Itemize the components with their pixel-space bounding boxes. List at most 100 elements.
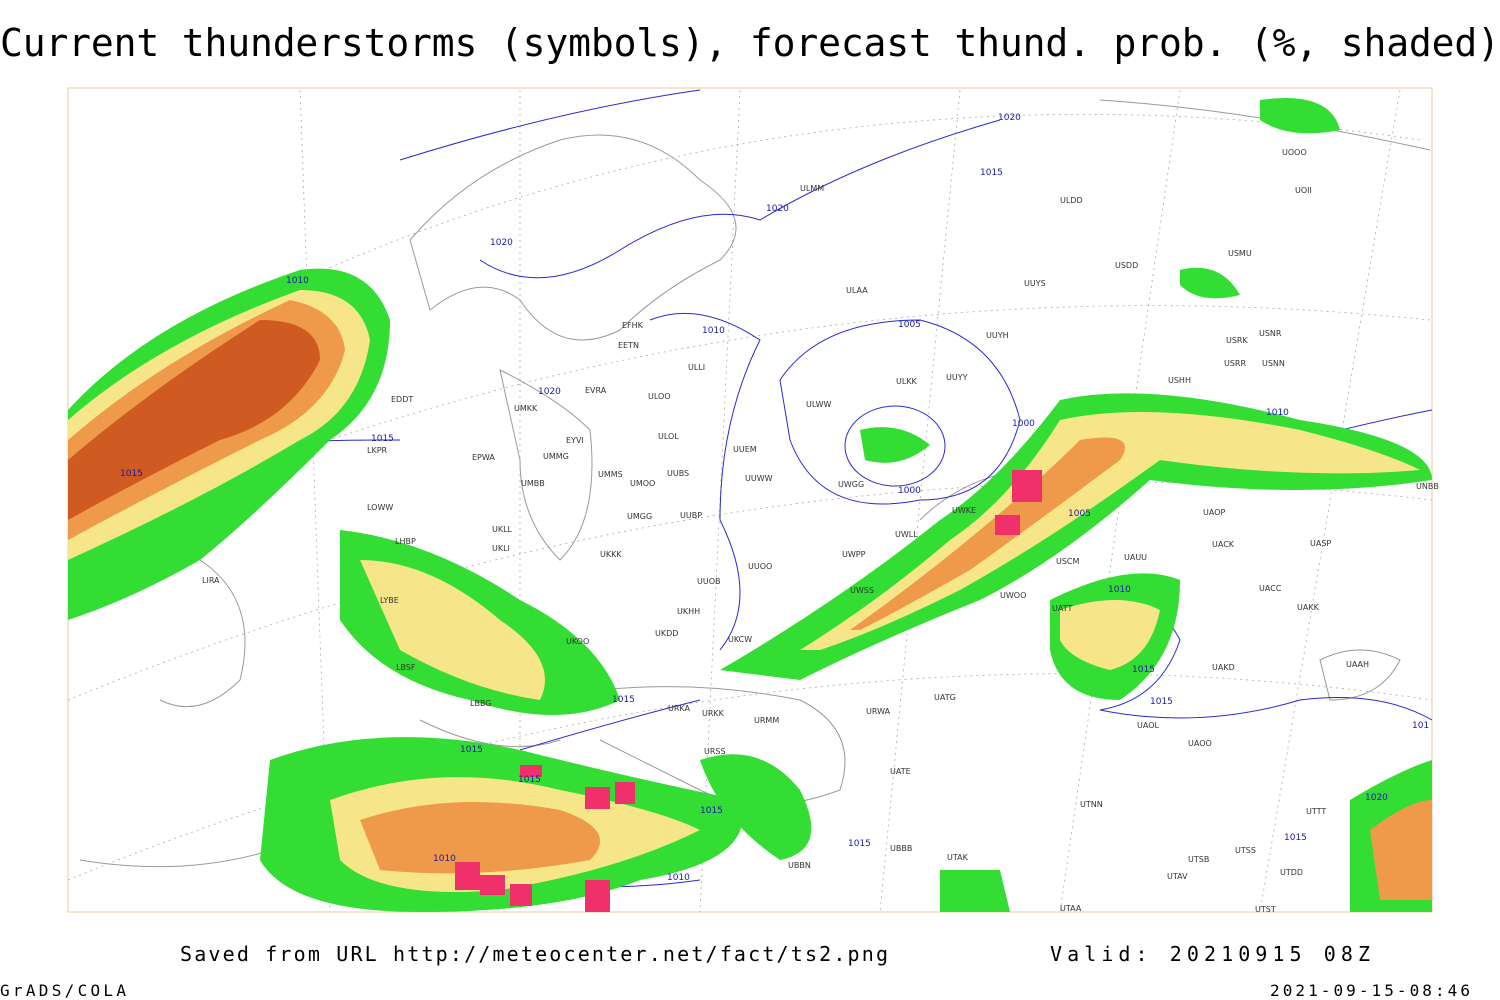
- station-label: USNR: [1259, 329, 1282, 338]
- station-label: UKLL: [492, 525, 513, 534]
- isobar-label: 1020: [998, 113, 1021, 123]
- station-label: URKA: [668, 704, 691, 713]
- station-label: UTNN: [1080, 800, 1103, 809]
- station-label: UKCW: [728, 635, 752, 644]
- isobar-label: 1015: [1150, 697, 1173, 707]
- station-label: ULMM: [800, 184, 824, 193]
- isobar-label: 1015: [120, 469, 143, 479]
- station-label: UUBS: [667, 469, 689, 478]
- isobar-label: 1005: [898, 320, 921, 330]
- isobar-label: 1000: [898, 486, 921, 496]
- station-label: ULDD: [1060, 196, 1083, 205]
- station-label: LBSF: [396, 663, 416, 672]
- station-label: USHH: [1168, 376, 1191, 385]
- title: Current thunderstorms (symbols), forecas…: [0, 21, 1500, 65]
- station-label: UAKD: [1212, 663, 1235, 672]
- station-label: URMM: [754, 716, 779, 725]
- isobar-label: 1015: [700, 806, 723, 816]
- isobar-label: 1010: [286, 276, 309, 286]
- station-label: ULKK: [896, 377, 918, 386]
- station-label: UTAA: [1060, 904, 1082, 913]
- station-label: UUYS: [1024, 279, 1046, 288]
- isobar-label: 1010: [702, 326, 725, 336]
- station-label: UNBB: [1416, 482, 1439, 491]
- isobar-label: 1015: [612, 695, 635, 705]
- graticule: [67, 89, 1433, 913]
- station-label: UTSB: [1188, 855, 1209, 864]
- station-label: UWPP: [842, 550, 866, 559]
- station-label: USCM: [1056, 557, 1080, 566]
- isobar-label: 1020: [490, 238, 513, 248]
- station-label: UOOO: [1282, 148, 1307, 157]
- thunderstorm-symbols: [455, 470, 1042, 912]
- station-label: UKLI: [492, 544, 510, 553]
- station-label: UWLL: [895, 530, 918, 539]
- station-label: EYVI: [566, 436, 584, 445]
- isobar-label: 1010: [1108, 585, 1131, 595]
- station-label: UUOO: [748, 562, 772, 571]
- station-label: URKK: [702, 709, 725, 718]
- station-label: UAOO: [1188, 739, 1212, 748]
- station-label: LHBP: [395, 537, 416, 546]
- station-label: UKOO: [566, 637, 589, 646]
- station-label: USMU: [1228, 249, 1252, 258]
- station-label: UAUU: [1124, 553, 1147, 562]
- station-label: ULOO: [648, 392, 671, 401]
- isobar-label: 1015: [518, 775, 541, 785]
- station-label: UKDD: [655, 629, 678, 638]
- station-label: USNN: [1262, 359, 1285, 368]
- station-label: UWOO: [1000, 591, 1026, 600]
- station-label: LYBE: [380, 596, 399, 605]
- station-label: UASP: [1310, 539, 1331, 548]
- station-label: UUYH: [986, 331, 1009, 340]
- isobar-label: 101: [1412, 721, 1429, 731]
- station-label: UTTT: [1306, 807, 1326, 816]
- station-label: UTDD: [1280, 868, 1303, 877]
- station-label: UTAV: [1167, 872, 1188, 881]
- isobar-label: 1015: [460, 745, 483, 755]
- station-label: UACK: [1212, 540, 1235, 549]
- station-label: ULLI: [688, 363, 705, 372]
- isobar-label: 1010: [667, 873, 690, 883]
- isobar-label: 1015: [1284, 833, 1307, 843]
- station-label: UUEM: [733, 445, 757, 454]
- station-label: UTAK: [947, 853, 969, 862]
- station-label: UMGG: [627, 512, 652, 521]
- isobar-label: 1015: [371, 434, 394, 444]
- station-label: USRK: [1226, 336, 1248, 345]
- probability-shading: [68, 98, 1432, 912]
- isobar-label: 1015: [980, 168, 1003, 178]
- station-label: UUBP: [680, 511, 702, 520]
- station-label: UAKK: [1297, 603, 1320, 612]
- station-label: UUWW: [745, 474, 773, 483]
- station-label: LIRA: [202, 576, 220, 585]
- station-label: URSS: [704, 747, 726, 756]
- station-label: UKHH: [677, 607, 700, 616]
- station-label: UMKK: [514, 404, 538, 413]
- station-label: UATG: [934, 693, 956, 702]
- station-label: UAOL: [1137, 721, 1159, 730]
- station-label: LOWW: [367, 503, 393, 512]
- timestamp: 2021-09-15-08:46: [1270, 981, 1470, 1000]
- station-label: UWGG: [838, 480, 864, 489]
- station-label: ULOL: [658, 432, 679, 441]
- station-label: UACC: [1259, 584, 1282, 593]
- station-label: UTST: [1255, 905, 1276, 914]
- station-label: LKPR: [367, 446, 388, 455]
- isobar-label: 1020: [1365, 793, 1388, 803]
- station-label: LBBG: [470, 699, 492, 708]
- software: GrADS/COLA: [0, 981, 126, 1000]
- station-label: UBBB: [890, 844, 912, 853]
- station-label: UATE: [890, 767, 911, 776]
- map-labels: 1020 1015 1020 1020 1010 1010 1005 1020 1015 1015…: [120, 113, 1439, 914]
- isobar-label: 1000: [1012, 419, 1035, 429]
- isobar-label: 1015: [848, 839, 871, 849]
- station-label: EPWA: [472, 453, 495, 462]
- isobar-label: 1010: [433, 854, 456, 864]
- station-label: UUOB: [697, 577, 721, 586]
- station-label: ULAA: [846, 286, 868, 295]
- station-label: UWSS: [850, 586, 874, 595]
- station-label: UMMG: [543, 452, 569, 461]
- station-label: UAAH: [1346, 660, 1369, 669]
